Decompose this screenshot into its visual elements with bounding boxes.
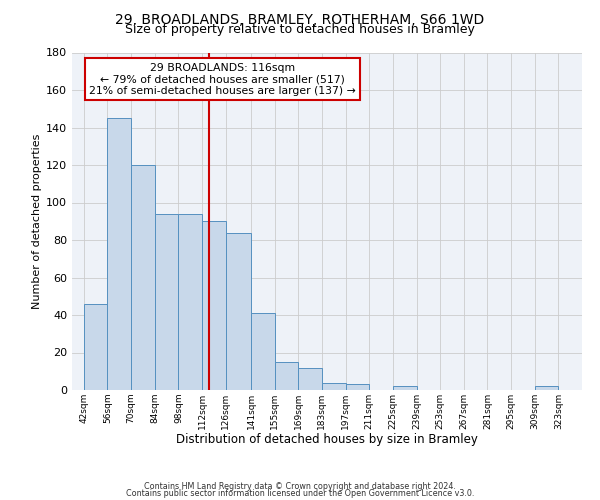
Bar — [322, 382, 346, 390]
Text: 29 BROADLANDS: 116sqm
← 79% of detached houses are smaller (517)
21% of semi-det: 29 BROADLANDS: 116sqm ← 79% of detached … — [89, 62, 356, 96]
Text: Size of property relative to detached houses in Bramley: Size of property relative to detached ho… — [125, 22, 475, 36]
Bar — [107, 118, 131, 390]
Bar — [251, 313, 275, 390]
Bar — [155, 214, 178, 390]
Bar — [131, 165, 155, 390]
Bar — [393, 386, 416, 390]
Y-axis label: Number of detached properties: Number of detached properties — [32, 134, 42, 309]
Bar — [346, 384, 369, 390]
Bar — [226, 232, 251, 390]
Bar — [178, 214, 202, 390]
Text: Contains HM Land Registry data © Crown copyright and database right 2024.: Contains HM Land Registry data © Crown c… — [144, 482, 456, 491]
Text: 29, BROADLANDS, BRAMLEY, ROTHERHAM, S66 1WD: 29, BROADLANDS, BRAMLEY, ROTHERHAM, S66 … — [115, 12, 485, 26]
Bar — [84, 304, 107, 390]
Bar — [535, 386, 559, 390]
Bar — [275, 362, 298, 390]
Bar — [202, 221, 226, 390]
Text: Contains public sector information licensed under the Open Government Licence v3: Contains public sector information licen… — [126, 490, 474, 498]
X-axis label: Distribution of detached houses by size in Bramley: Distribution of detached houses by size … — [176, 434, 478, 446]
Bar — [298, 368, 322, 390]
